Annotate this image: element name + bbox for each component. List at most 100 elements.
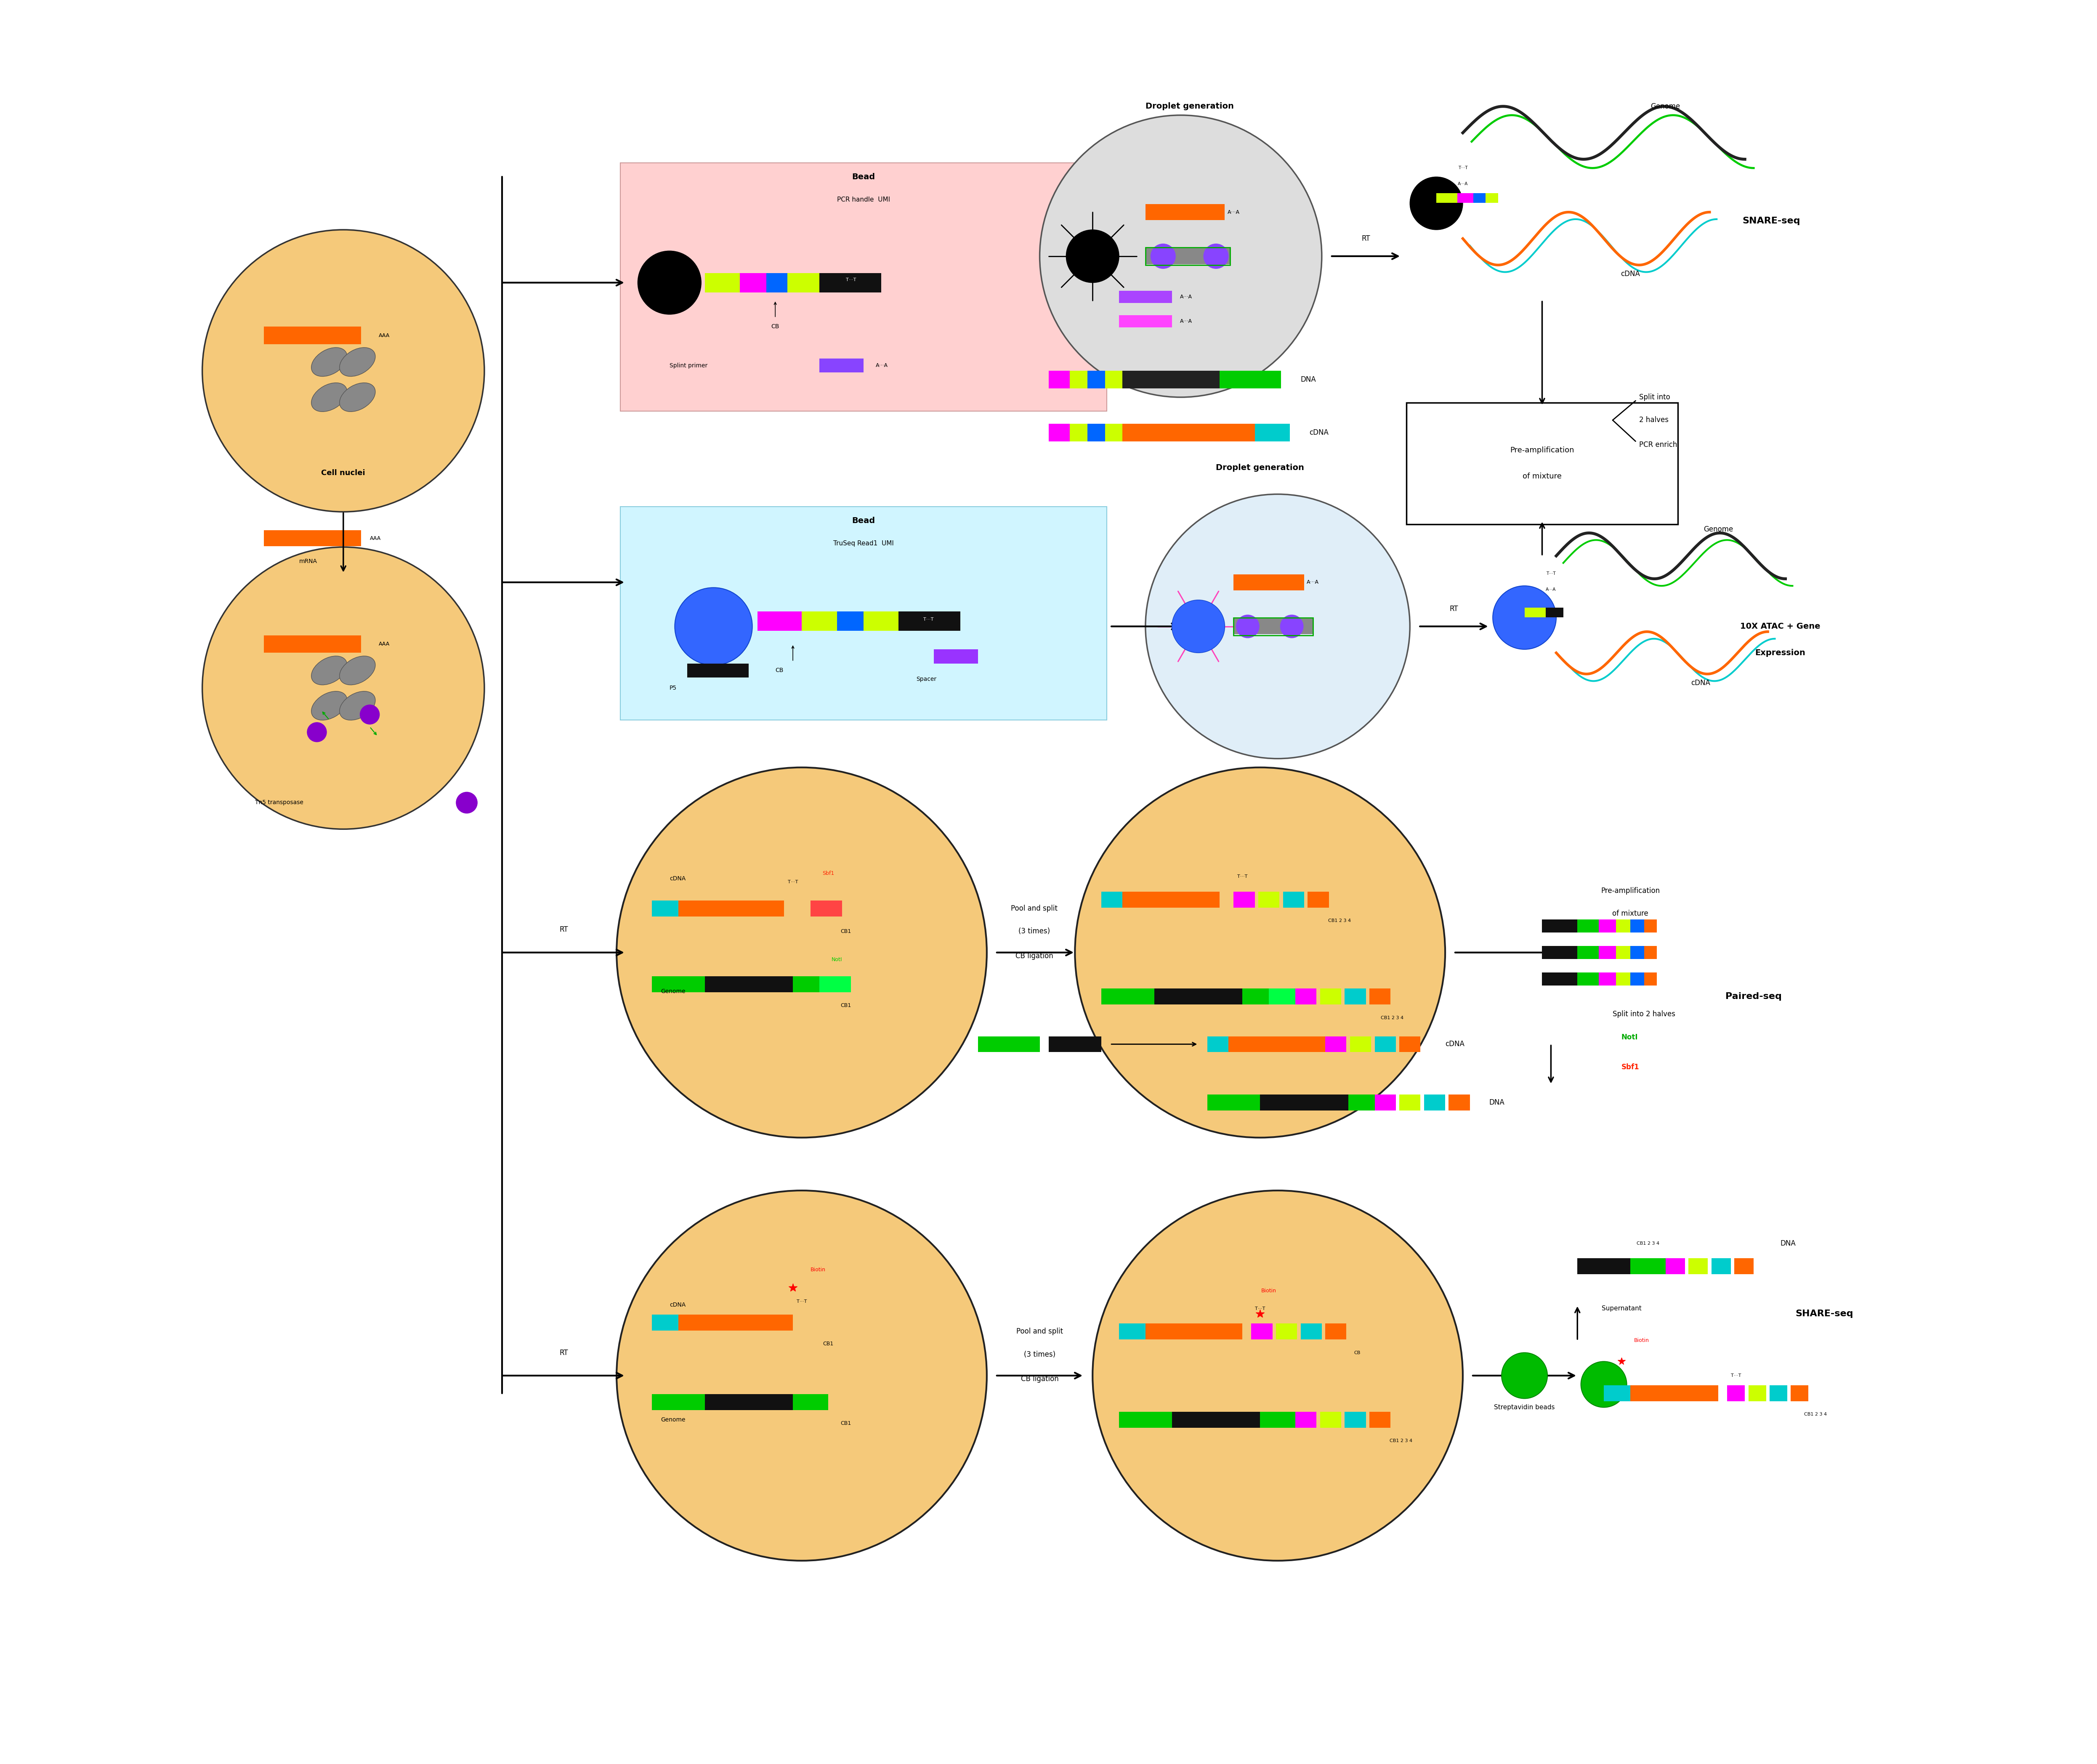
Bar xyxy=(1665,1258,1684,1274)
Bar xyxy=(1369,1411,1390,1427)
Text: 2 halves: 2 halves xyxy=(1640,416,1669,423)
Text: DNA: DNA xyxy=(1300,376,1317,383)
Text: CB ligation: CB ligation xyxy=(1015,953,1053,960)
Text: CB: CB xyxy=(1355,1351,1361,1355)
Bar xyxy=(1577,919,1598,933)
Bar xyxy=(677,900,784,916)
Text: CB1 2 3 4: CB1 2 3 4 xyxy=(1382,1016,1403,1020)
Bar xyxy=(977,1035,1040,1051)
Text: Genome: Genome xyxy=(1703,526,1734,533)
Text: Droplet generation: Droplet generation xyxy=(1216,464,1304,471)
Text: cDNA: cDNA xyxy=(1445,1041,1464,1048)
Bar xyxy=(1629,919,1644,933)
Bar xyxy=(1260,1411,1296,1427)
Bar xyxy=(1275,1323,1298,1339)
Bar xyxy=(1145,249,1231,265)
Circle shape xyxy=(1076,767,1445,1138)
Bar xyxy=(1791,1385,1808,1401)
Bar xyxy=(1604,1385,1629,1401)
Bar xyxy=(1086,423,1105,441)
Text: (3 times): (3 times) xyxy=(1023,1351,1055,1358)
Bar xyxy=(1617,946,1629,960)
Circle shape xyxy=(1237,616,1258,639)
Circle shape xyxy=(1172,600,1225,653)
Bar xyxy=(1325,1323,1346,1339)
Bar xyxy=(1296,988,1317,1004)
Text: PCR enrich: PCR enrich xyxy=(1640,441,1678,448)
Bar xyxy=(1577,1258,1629,1274)
Bar xyxy=(1153,988,1241,1004)
Text: CB1: CB1 xyxy=(841,1420,851,1425)
Bar xyxy=(1436,194,1457,203)
Text: Tn5 transposase: Tn5 transposase xyxy=(256,799,304,806)
Bar xyxy=(1617,919,1629,933)
Ellipse shape xyxy=(310,348,348,376)
Bar xyxy=(652,900,677,916)
Bar xyxy=(1101,891,1122,907)
Bar xyxy=(1120,1323,1145,1339)
Bar xyxy=(1048,370,1069,388)
Bar xyxy=(1629,972,1644,986)
Text: A···A: A···A xyxy=(1181,319,1191,325)
Bar xyxy=(1101,988,1153,1004)
Bar xyxy=(788,273,820,293)
Bar xyxy=(820,975,851,991)
Circle shape xyxy=(201,547,484,829)
Bar xyxy=(1485,194,1497,203)
Text: RT: RT xyxy=(1361,235,1369,242)
Bar xyxy=(1260,1094,1348,1110)
Bar xyxy=(264,635,361,653)
Text: T···T: T···T xyxy=(1254,1307,1264,1311)
Text: Pre-amplification: Pre-amplification xyxy=(1510,446,1575,453)
Text: SHARE-seq: SHARE-seq xyxy=(1795,1309,1854,1318)
Bar xyxy=(1644,946,1657,960)
Text: A···A: A···A xyxy=(877,363,887,369)
Bar xyxy=(1233,891,1254,907)
Text: CB1: CB1 xyxy=(841,1002,851,1009)
Text: Genome: Genome xyxy=(661,988,686,995)
Text: P5: P5 xyxy=(669,684,677,691)
Bar xyxy=(264,326,361,344)
Bar xyxy=(1617,972,1629,986)
Text: RT: RT xyxy=(560,1349,568,1357)
Circle shape xyxy=(1281,616,1302,639)
Bar xyxy=(1241,988,1269,1004)
Bar xyxy=(1229,1035,1325,1051)
Bar xyxy=(1457,194,1474,203)
Bar xyxy=(1122,891,1220,907)
Bar xyxy=(1319,1411,1342,1427)
Bar xyxy=(688,663,749,677)
Text: Genome: Genome xyxy=(1650,102,1680,109)
Text: NotI: NotI xyxy=(833,956,843,963)
Circle shape xyxy=(617,1191,988,1561)
Bar xyxy=(1252,1323,1273,1339)
Text: Paired-seq: Paired-seq xyxy=(1726,993,1782,1000)
Bar xyxy=(1577,946,1598,960)
Bar xyxy=(1449,1094,1470,1110)
Text: cDNA: cDNA xyxy=(669,1302,686,1309)
Text: 10X ATAC + Gene: 10X ATAC + Gene xyxy=(1741,623,1820,630)
Text: SNARE-seq: SNARE-seq xyxy=(1743,217,1799,226)
Text: mRNA: mRNA xyxy=(300,557,317,564)
Bar xyxy=(1424,1094,1445,1110)
Bar xyxy=(1172,1411,1260,1427)
Circle shape xyxy=(361,706,380,725)
Bar xyxy=(765,273,788,293)
Ellipse shape xyxy=(310,691,348,720)
Bar xyxy=(677,1314,793,1330)
Bar xyxy=(1233,619,1313,635)
Circle shape xyxy=(617,767,988,1138)
Bar xyxy=(933,649,977,663)
Bar xyxy=(1269,988,1296,1004)
Bar xyxy=(1145,205,1225,220)
Bar xyxy=(705,975,793,991)
Text: CB1 2 3 4: CB1 2 3 4 xyxy=(1636,1242,1659,1245)
Text: Genome: Genome xyxy=(661,1416,686,1422)
Ellipse shape xyxy=(340,656,375,684)
Text: NotI: NotI xyxy=(1621,1034,1638,1041)
Bar xyxy=(1122,423,1254,441)
Ellipse shape xyxy=(340,691,375,720)
Bar xyxy=(652,1394,705,1409)
Text: Cell nuclei: Cell nuclei xyxy=(321,469,365,476)
Text: Biotin: Biotin xyxy=(1634,1337,1648,1342)
